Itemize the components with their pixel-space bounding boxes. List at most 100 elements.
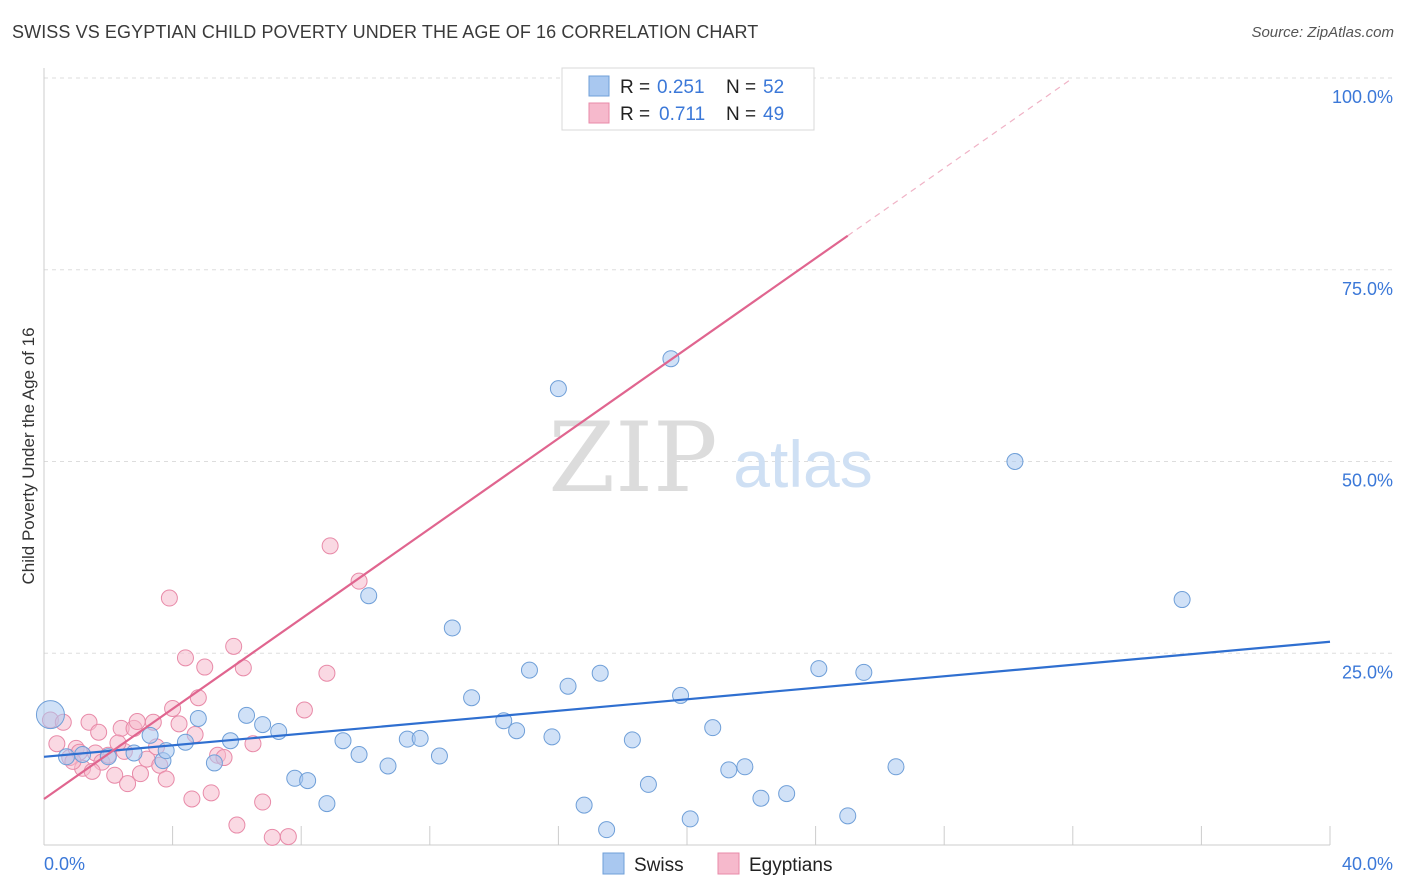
bottom-legend: Swiss Egyptians [602,852,832,876]
egyptians-trend-line-extension [847,77,1074,237]
swiss-point [379,757,397,775]
bottom-legend-swiss-swatch [602,852,625,875]
x-tick-label-min: 0.0% [44,854,85,874]
swiss-point [752,789,770,807]
swiss-point [810,660,828,678]
legend-egyptians-n-label: N = [726,104,756,125]
swiss-point [559,677,577,695]
legend-egyptians-r-label: R = [620,104,650,125]
swiss-point [334,732,352,750]
swiss-point [58,748,76,766]
y-tick-label-100: 100.0% [1332,87,1393,107]
swiss-point [141,726,159,744]
egyptians-point [170,715,188,733]
swiss-point [1006,453,1024,470]
swiss-point [575,796,593,814]
swiss-point [1173,591,1191,609]
egyptians-point [263,828,281,846]
trend-lines [43,77,1331,800]
egyptians-point [183,790,201,808]
swiss-point [176,733,194,751]
swiss-point [254,716,272,734]
swiss-point [855,663,873,681]
swiss-point [350,745,368,763]
egyptians-point [119,775,137,793]
egyptians-point [254,793,272,811]
legend-swiss-r-label: R = [620,77,650,98]
y-tick-label-50: 50.0% [1342,471,1393,491]
x-tick-label-max: 40.0% [1342,854,1393,874]
swiss-point [639,775,657,793]
egyptians-point [90,723,108,741]
swiss-point [318,795,336,813]
swiss-points [35,350,1191,839]
swiss-trend-line [43,640,1331,758]
egyptians-point [279,828,297,846]
egyptians-point [160,589,178,607]
swiss-point [520,661,538,679]
egyptians-point [157,770,175,788]
egyptians-point [202,784,220,802]
legend-swiss-n-label: N = [726,77,756,98]
swiss-point [205,754,223,772]
egyptians-trend-line [43,234,849,800]
watermark-atlas: atlas [733,427,872,501]
egyptians-point [321,537,339,555]
legend-egyptians-r-value: 0.711 [659,104,705,125]
legend-swiss-r-value: 0.251 [657,77,705,98]
egyptians-point [350,572,368,590]
swiss-point [463,689,481,707]
swiss-point [887,758,905,776]
swiss-point [443,619,461,637]
swiss-point [623,731,641,749]
y-tick-label-75: 75.0% [1342,279,1393,299]
swiss-point [839,807,857,825]
swiss-point [549,380,567,398]
egyptians-point [244,735,262,753]
egyptians-point [318,664,336,682]
egyptians-point [176,649,194,667]
y-tick-labels: 25.0% 50.0% 75.0% 100.0% [1332,87,1393,682]
source-label: Source: ZipAtlas.com [1251,24,1394,41]
swiss-point [736,758,754,776]
swiss-point [720,761,738,779]
legend-egyptians-n-value: 49 [763,104,784,125]
egyptians-point [225,637,243,655]
swiss-point [778,785,796,803]
swiss-point [508,722,526,740]
swiss-point [35,700,65,730]
bottom-legend-swiss-label: Swiss [634,855,684,876]
swiss-point [411,729,429,747]
bottom-legend-egyptians-label: Egyptians [749,855,832,876]
bottom-legend-egyptians-swatch [717,852,740,875]
swiss-point [238,706,256,724]
top-legend: R = 0.251 N = 52 R = 0.711 N = 49 [561,67,815,131]
egyptians-point [131,765,149,783]
swiss-point [189,709,207,727]
gridlines [44,77,1393,654]
legend-swiss-n-value: 52 [763,77,784,98]
y-tick-label-25: 25.0% [1342,662,1393,682]
y-axis-title: Child Poverty Under the Age of 16 [19,327,38,584]
egyptians-point [295,701,313,719]
egyptians-point [106,766,124,784]
watermark-zip: ZIP [548,402,717,514]
legend-swiss-swatch [588,75,610,97]
swiss-point [591,664,609,682]
swiss-point [543,728,561,746]
egyptians-point [196,658,214,676]
swiss-point [299,772,317,790]
swiss-point [430,747,448,765]
egyptians-point [228,816,246,834]
swiss-point [598,821,616,839]
swiss-point [704,719,722,737]
x-ticks [172,826,1331,845]
chart-title: SWISS VS EGYPTIAN CHILD POVERTY UNDER TH… [12,22,759,42]
egyptians-point [128,713,146,731]
egyptians-point [48,735,66,753]
legend-egyptians-swatch [588,102,610,124]
swiss-point [360,587,378,605]
swiss-point [99,748,117,766]
egyptians-points [41,537,368,846]
